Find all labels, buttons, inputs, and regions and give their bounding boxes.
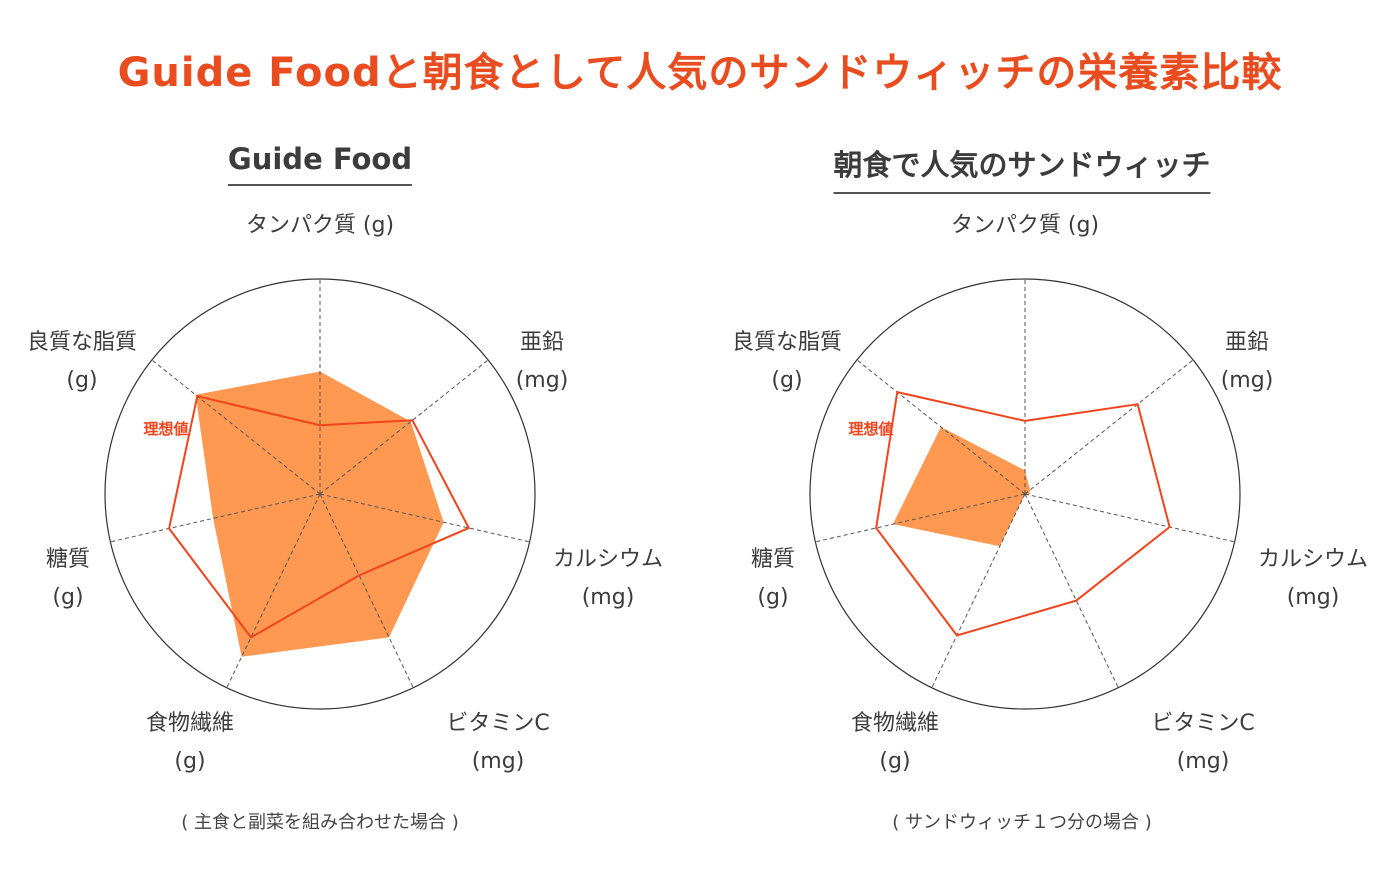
axis-label-unit: (mg) (1287, 585, 1340, 610)
axis-label-unit: (mg) (1221, 368, 1274, 393)
axis-label-name: 良質な脂質 (27, 330, 137, 355)
chart-title-sandwich: 朝食で人気のサンドウィッチ (833, 142, 1211, 194)
axis-label-unit: (g) (52, 585, 83, 610)
radar-spoke (1024, 359, 1194, 495)
radar-spoke (110, 493, 321, 543)
chart-title-guide-food: Guide Food (227, 142, 413, 186)
axis-label-name: 良質な脂質 (732, 330, 842, 355)
radar-series-ideal (168, 394, 471, 639)
axis-label-unit: (g) (66, 368, 97, 393)
ideal-value-label: 理想値 (143, 420, 188, 438)
radar-chart-1: 理想値 タンパク質 (g) 亜鉛 (mg) カルシウム (mg) ビタミンC (mg) 食物繊維… (732, 213, 1368, 774)
axis-label-unit: (mg) (1177, 749, 1230, 774)
axis-label-name: ビタミンC (1151, 711, 1254, 736)
axis-label-name: 糖質 (46, 547, 90, 572)
axis-label-name: カルシウム (553, 547, 663, 572)
radar-outer-circle (104, 278, 536, 710)
radar-spoke (319, 359, 489, 495)
axis-label-name: タンパク質 (g) (246, 213, 394, 238)
ideal-value-label: 理想値 (848, 420, 893, 438)
axis-label-name: 亜鉛 (520, 330, 564, 355)
axis-label-name: 食物繊維 (851, 711, 939, 736)
axis-label-name: 亜鉛 (1225, 330, 1269, 355)
radar-outer-circle (809, 278, 1241, 710)
main-title: Guide Foodと朝食として人気のサンドウィッチの栄養素比較 (117, 50, 1283, 96)
axis-label-unit: (g) (771, 368, 802, 393)
axis-label-unit: (g) (879, 749, 910, 774)
radar-spoke (931, 493, 1026, 688)
axis-label-name: 食物繊維 (146, 711, 234, 736)
radar-spoke (319, 493, 414, 688)
radar-chart-0: 理想値 タンパク質 (g) 亜鉛 (mg) カルシウム (mg) ビタミンC (mg) 食物繊維… (27, 213, 663, 774)
radar-series-filled (892, 426, 1031, 547)
radar-spoke (1024, 493, 1119, 688)
radar-series-ideal (875, 390, 1171, 637)
axis-label-unit: (mg) (582, 585, 635, 610)
radar-series-filled (195, 371, 444, 657)
radar-spoke (319, 493, 530, 543)
axis-label-name: 糖質 (751, 547, 795, 572)
axis-label-unit: (g) (174, 749, 205, 774)
axis-label-unit: (mg) (516, 368, 569, 393)
radar-spoke (856, 359, 1026, 495)
radar-spoke (815, 493, 1026, 543)
radar-spoke (226, 493, 321, 688)
radar-spoke (1024, 493, 1235, 543)
axis-label-name: ビタミンC (446, 711, 549, 736)
chart-caption-sandwich: ( サンドウィッチ１つ分の場合 ) (892, 812, 1152, 833)
axis-label-name: カルシウム (1258, 547, 1368, 572)
chart-caption-guide-food: ( 主食と副菜を組み合わせた場合 ) (181, 812, 459, 833)
axis-label-name: タンパク質 (g) (951, 213, 1099, 238)
axis-label-unit: (mg) (472, 749, 525, 774)
axis-label-unit: (g) (757, 585, 788, 610)
radar-spoke (151, 359, 321, 495)
